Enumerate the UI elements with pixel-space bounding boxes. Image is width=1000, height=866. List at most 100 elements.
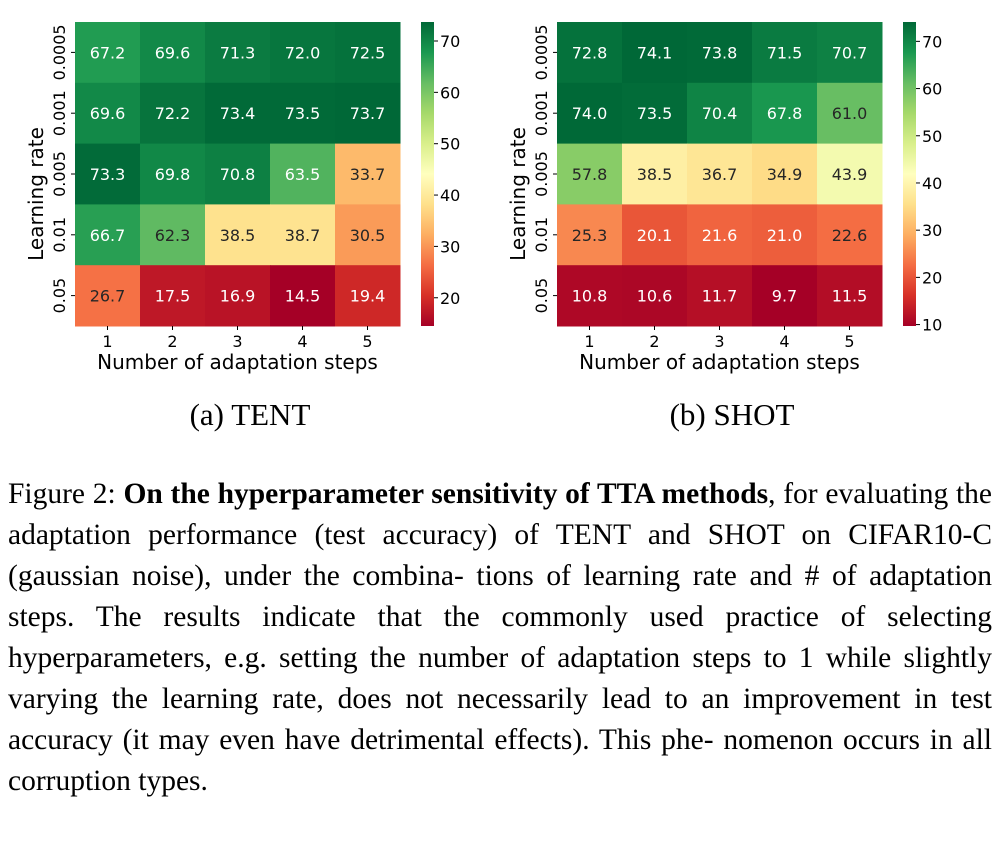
colorbar-tick-label: 40 — [440, 186, 460, 205]
heatmap-panel-shot: 72.8 74.1 73.8 71.5 70.7 74.0 73.5 70.4 67.8 61.0… — [506, 22, 942, 432]
heatmap-cell — [140, 204, 206, 266]
colorbar-tick-label: 40 — [922, 174, 942, 193]
colorbar-tick-label: 30 — [922, 221, 942, 240]
colorbar-tick-label: 70 — [922, 32, 942, 51]
cell-value-label: 70.8 — [220, 165, 256, 184]
cell-value-label: 72.2 — [155, 104, 191, 123]
heatmap-cell — [752, 143, 818, 205]
heatmap-cell — [817, 265, 883, 327]
x-tick-label: 3 — [232, 332, 242, 351]
cell-value-label: 43.9 — [832, 165, 868, 184]
cell-value-label: 74.1 — [637, 43, 673, 62]
heatmap-cell — [557, 204, 623, 266]
y-tick-label: 0.005 — [532, 151, 551, 197]
heatmap-cell — [687, 82, 753, 145]
heatmap-cell — [270, 22, 336, 84]
y-tick-label: 0.001 — [50, 90, 69, 136]
caption-prefix: Figure 2: — [8, 478, 124, 510]
heatmap-cell — [270, 143, 336, 205]
cell-value-label: 30.5 — [350, 226, 386, 245]
x-tick-label: 1 — [584, 332, 594, 351]
y-axis-label: Learning rate — [24, 127, 48, 261]
cell-value-label: 10.8 — [572, 287, 608, 306]
cell-value-label: 73.3 — [90, 165, 126, 184]
heatmap-cell — [752, 82, 818, 145]
heatmap-cell — [75, 204, 141, 266]
cell-value-label: 57.8 — [572, 165, 608, 184]
heatmap-cell — [752, 265, 818, 327]
heatmap-cell — [622, 22, 688, 84]
heatmap-cell — [817, 82, 883, 145]
y-tick-label: 0.01 — [532, 217, 551, 253]
heatmap-cell — [752, 22, 818, 84]
subfigure-caption: (a) TENT — [190, 397, 311, 432]
cell-value-label: 21.6 — [702, 226, 738, 245]
cell-value-label: 71.5 — [767, 43, 803, 62]
figure-charts: 67.2 69.6 71.3 72.0 72.5 69.6 72.2 73.4 73.5 73.7… — [24, 22, 942, 432]
x-tick-label: 4 — [297, 332, 307, 351]
heatmap-cell — [75, 82, 141, 145]
cell-value-label: 33.7 — [350, 165, 386, 184]
figure-caption: Figure 2: On the hyperparameter sensitiv… — [8, 474, 992, 802]
y-tick-label: 0.01 — [50, 217, 69, 253]
cell-value-label: 69.6 — [155, 43, 191, 62]
x-tick-label: 5 — [844, 332, 854, 351]
cell-value-label: 17.5 — [155, 287, 191, 306]
colorbar — [903, 22, 916, 326]
heatmap-cell — [335, 143, 401, 205]
colorbar-tick-label: 30 — [440, 237, 460, 256]
cell-value-label: 70.7 — [832, 43, 868, 62]
cell-value-label: 38.7 — [285, 226, 321, 245]
cell-value-label: 38.5 — [637, 165, 673, 184]
heatmap-cell — [557, 143, 623, 205]
y-tick-label: 0.05 — [50, 278, 69, 314]
heatmap-panel-tent: 67.2 69.6 71.3 72.0 72.5 69.6 72.2 73.4 73.5 73.7… — [24, 22, 460, 432]
cell-value-label: 71.3 — [220, 43, 256, 62]
cell-value-label: 73.5 — [285, 104, 321, 123]
heatmap-cell — [817, 204, 883, 266]
cell-value-label: 14.5 — [285, 287, 321, 306]
cell-value-label: 69.6 — [90, 104, 126, 123]
cell-value-label: 26.7 — [90, 287, 126, 306]
heatmap-cell — [817, 143, 883, 205]
cell-value-label: 72.5 — [350, 43, 386, 62]
cell-value-label: 16.9 — [220, 287, 256, 306]
heatmap-cell — [75, 22, 141, 84]
cell-value-label: 11.7 — [702, 287, 738, 306]
caption-body: , for evaluating the adaptation performa… — [8, 478, 992, 797]
cell-value-label: 63.5 — [285, 165, 321, 184]
x-axis-label: Number of adaptation steps — [579, 350, 860, 374]
heatmap-cell — [140, 143, 206, 205]
y-tick-label: 0.005 — [50, 151, 69, 197]
heatmap-cell — [687, 143, 753, 205]
heatmap-cell — [335, 82, 401, 145]
colorbar-tick-label: 20 — [440, 289, 460, 308]
x-tick-label: 2 — [649, 332, 659, 351]
heatmap-cell — [205, 143, 271, 205]
heatmap-cell — [270, 82, 336, 145]
colorbar — [421, 22, 434, 326]
heatmap-cell — [622, 204, 688, 266]
y-tick-label: 0.0005 — [532, 24, 551, 80]
cell-value-label: 20.1 — [637, 226, 673, 245]
cell-value-label: 67.8 — [767, 104, 803, 123]
heatmap-cell — [140, 265, 206, 327]
colorbar-tick-label: 20 — [922, 268, 942, 287]
heatmap-cell — [205, 22, 271, 84]
y-axis-label: Learning rate — [506, 127, 530, 261]
cell-value-label: 73.7 — [350, 104, 386, 123]
cell-value-label: 73.5 — [637, 104, 673, 123]
cell-value-label: 72.8 — [572, 43, 608, 62]
heatmap-cell — [687, 265, 753, 327]
x-tick-label: 5 — [362, 332, 372, 351]
cell-value-label: 70.4 — [702, 104, 738, 123]
cell-value-label: 22.6 — [832, 226, 868, 245]
caption-bold: On the hyperparameter sensitivity of TTA… — [123, 478, 769, 510]
cell-value-label: 61.0 — [832, 104, 868, 123]
heatmap-cell — [335, 265, 401, 327]
x-tick-label: 1 — [102, 332, 112, 351]
colorbar-tick-label: 70 — [440, 32, 460, 51]
cell-value-label: 73.8 — [702, 43, 738, 62]
cell-value-label: 9.7 — [772, 287, 797, 306]
cell-value-label: 34.9 — [767, 165, 803, 184]
